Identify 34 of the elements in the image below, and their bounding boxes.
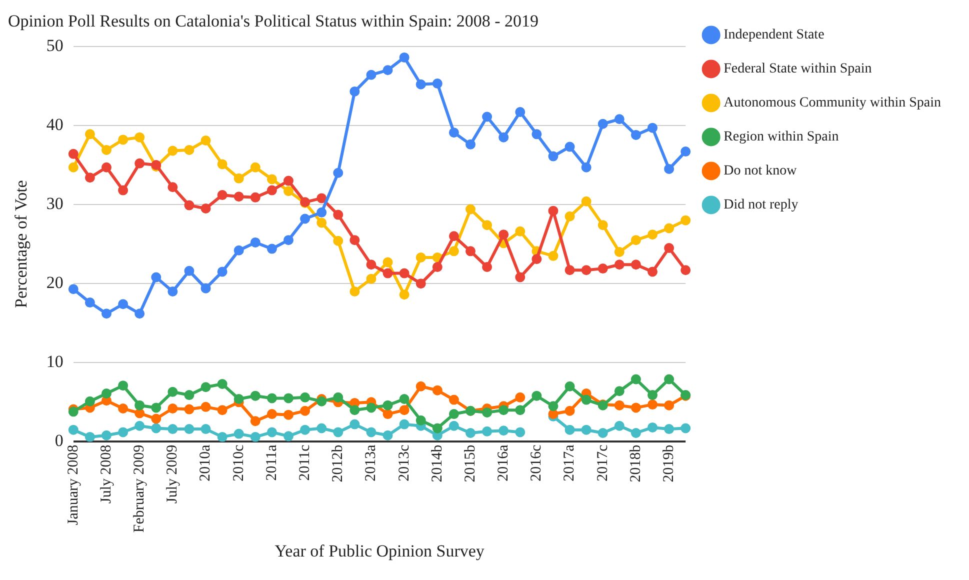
x-tick-label: January 2008: [65, 444, 82, 526]
chart-title: Opinion Poll Results on Catalonia's Political Status within Spain: 2008 - 2019: [8, 12, 539, 31]
x-tick-label: 2014b: [429, 444, 446, 482]
x-tick-label: 2019b: [660, 444, 677, 482]
y-tick-label: 40: [46, 114, 64, 134]
x-tick-label: July 2008: [98, 444, 114, 504]
x-tick-label: July 2009: [164, 444, 181, 504]
y-tick-label: 50: [46, 36, 64, 55]
x-tick-label: 2017c: [594, 444, 611, 482]
y-tick-label: 30: [46, 194, 64, 213]
x-tick-label: 2015b: [462, 444, 478, 482]
x-axis-title: Year of Public Opinion Survey: [274, 541, 485, 560]
x-tick-label: 2016c: [528, 444, 545, 482]
legend-label: Independent State: [724, 28, 824, 43]
x-tick-label: 2011c: [296, 444, 313, 481]
legend-label: Do not know: [724, 164, 798, 179]
x-tick-label: 2011a: [264, 444, 280, 481]
legend-label: Did not reply: [724, 198, 798, 213]
x-tick-label: 2010a: [198, 444, 214, 482]
x-tick-label: 2013a: [363, 444, 380, 482]
x-tick-label: 2012b: [330, 444, 346, 482]
x-tick-label: 2016a: [496, 444, 512, 482]
x-tick-label: 2018b: [628, 444, 644, 482]
x-tick-label: 2017a: [562, 444, 578, 482]
y-tick-label: 20: [46, 273, 64, 292]
x-tick-label: 2010c: [230, 444, 247, 482]
y-axis-title: Percentage of Vote: [12, 180, 31, 308]
x-tick-label: February 2009: [132, 444, 148, 533]
legend-label: Federal State within Spain: [724, 62, 872, 77]
legend-label: Autonomous Community within Spain: [724, 96, 942, 111]
y-tick-label: 0: [54, 431, 64, 450]
x-tick-label: 2013c: [396, 444, 412, 482]
legend-label: Region within Spain: [724, 130, 839, 145]
y-tick-label: 10: [46, 352, 64, 372]
